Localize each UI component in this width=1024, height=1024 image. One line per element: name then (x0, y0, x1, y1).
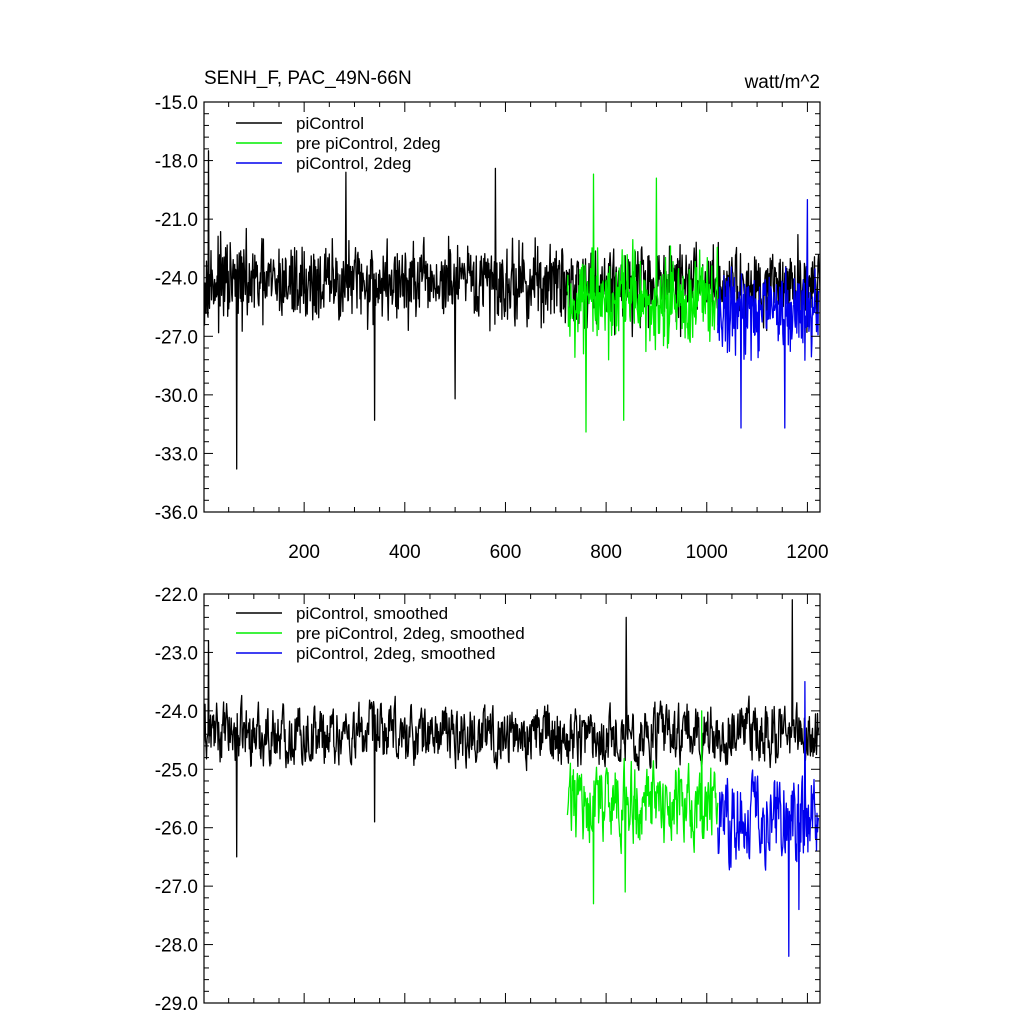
x-tick-label: 400 (389, 542, 421, 563)
legend-label: piControl, 2deg, smoothed (296, 644, 495, 663)
y-tick-label: -30.0 (155, 386, 198, 407)
bottom-panel-data (204, 599, 820, 957)
y-tick-label: -33.0 (155, 444, 198, 465)
y-tick-label: -29.0 (155, 994, 198, 1015)
y-tick-label: -22.0 (155, 585, 198, 606)
legend-label: piControl, smoothed (296, 604, 448, 623)
y-tick-label: -27.0 (155, 327, 198, 348)
y-tick-label: -27.0 (155, 877, 198, 898)
legend-label: piControl, 2deg (296, 154, 411, 173)
y-tick-label: -26.0 (155, 819, 198, 840)
x-tick-label: 600 (490, 542, 522, 563)
bottom-panel: -29.0 -28.0 -27.0 -26.0 -25.0 -24.0 -23.0 -22.0… (155, 585, 821, 1015)
chart-title: SENH_F, PAC_49N-66N (204, 68, 412, 89)
y-tick-label: -24.0 (155, 269, 198, 290)
series-line-picontrol-2deg (717, 198, 820, 429)
top-panel-ticks: -36.0 -33.0 -30.0 -27.0 -24.0 -21.0 -18.0 -15.0… (155, 93, 829, 563)
bottom-panel-ticks: -29.0 -28.0 -27.0 -26.0 -25.0 -24.0 -23.0 -22.0 (155, 585, 820, 1015)
series-line-pre-picontrol-2deg-smoothed (566, 710, 719, 905)
x-tick-label: 1000 (686, 542, 728, 563)
units-label: watt/m^2 (744, 72, 820, 93)
y-tick-label: -21.0 (155, 210, 198, 231)
y-tick-label: -24.0 (155, 702, 198, 723)
series-line-pre-picontrol-2deg (566, 173, 719, 433)
y-tick-label: -28.0 (155, 936, 198, 957)
top-panel-frame (203, 101, 821, 513)
top-panel: -36.0 -33.0 -30.0 -27.0 -24.0 -21.0 -18.0 -15.0… (155, 93, 829, 563)
series-line-picontrol-2deg-smoothed (717, 680, 820, 957)
y-tick-label: -25.0 (155, 760, 198, 781)
x-tick-label: 800 (590, 542, 622, 563)
x-tick-label: 200 (288, 542, 320, 563)
x-tick-label: 1200 (786, 542, 828, 563)
bottom-panel-frame (203, 593, 821, 1004)
legend-label: piControl (296, 114, 364, 133)
top-panel-data (204, 150, 820, 470)
legend-label: pre piControl, 2deg, smoothed (296, 624, 525, 643)
y-tick-label: -15.0 (155, 93, 198, 114)
series-line-picontrol-smoothed (204, 599, 820, 858)
y-tick-label: -23.0 (155, 643, 198, 664)
y-tick-label: -36.0 (155, 503, 198, 524)
y-tick-label: -18.0 (155, 152, 198, 173)
legend-label: pre piControl, 2deg (296, 134, 441, 153)
